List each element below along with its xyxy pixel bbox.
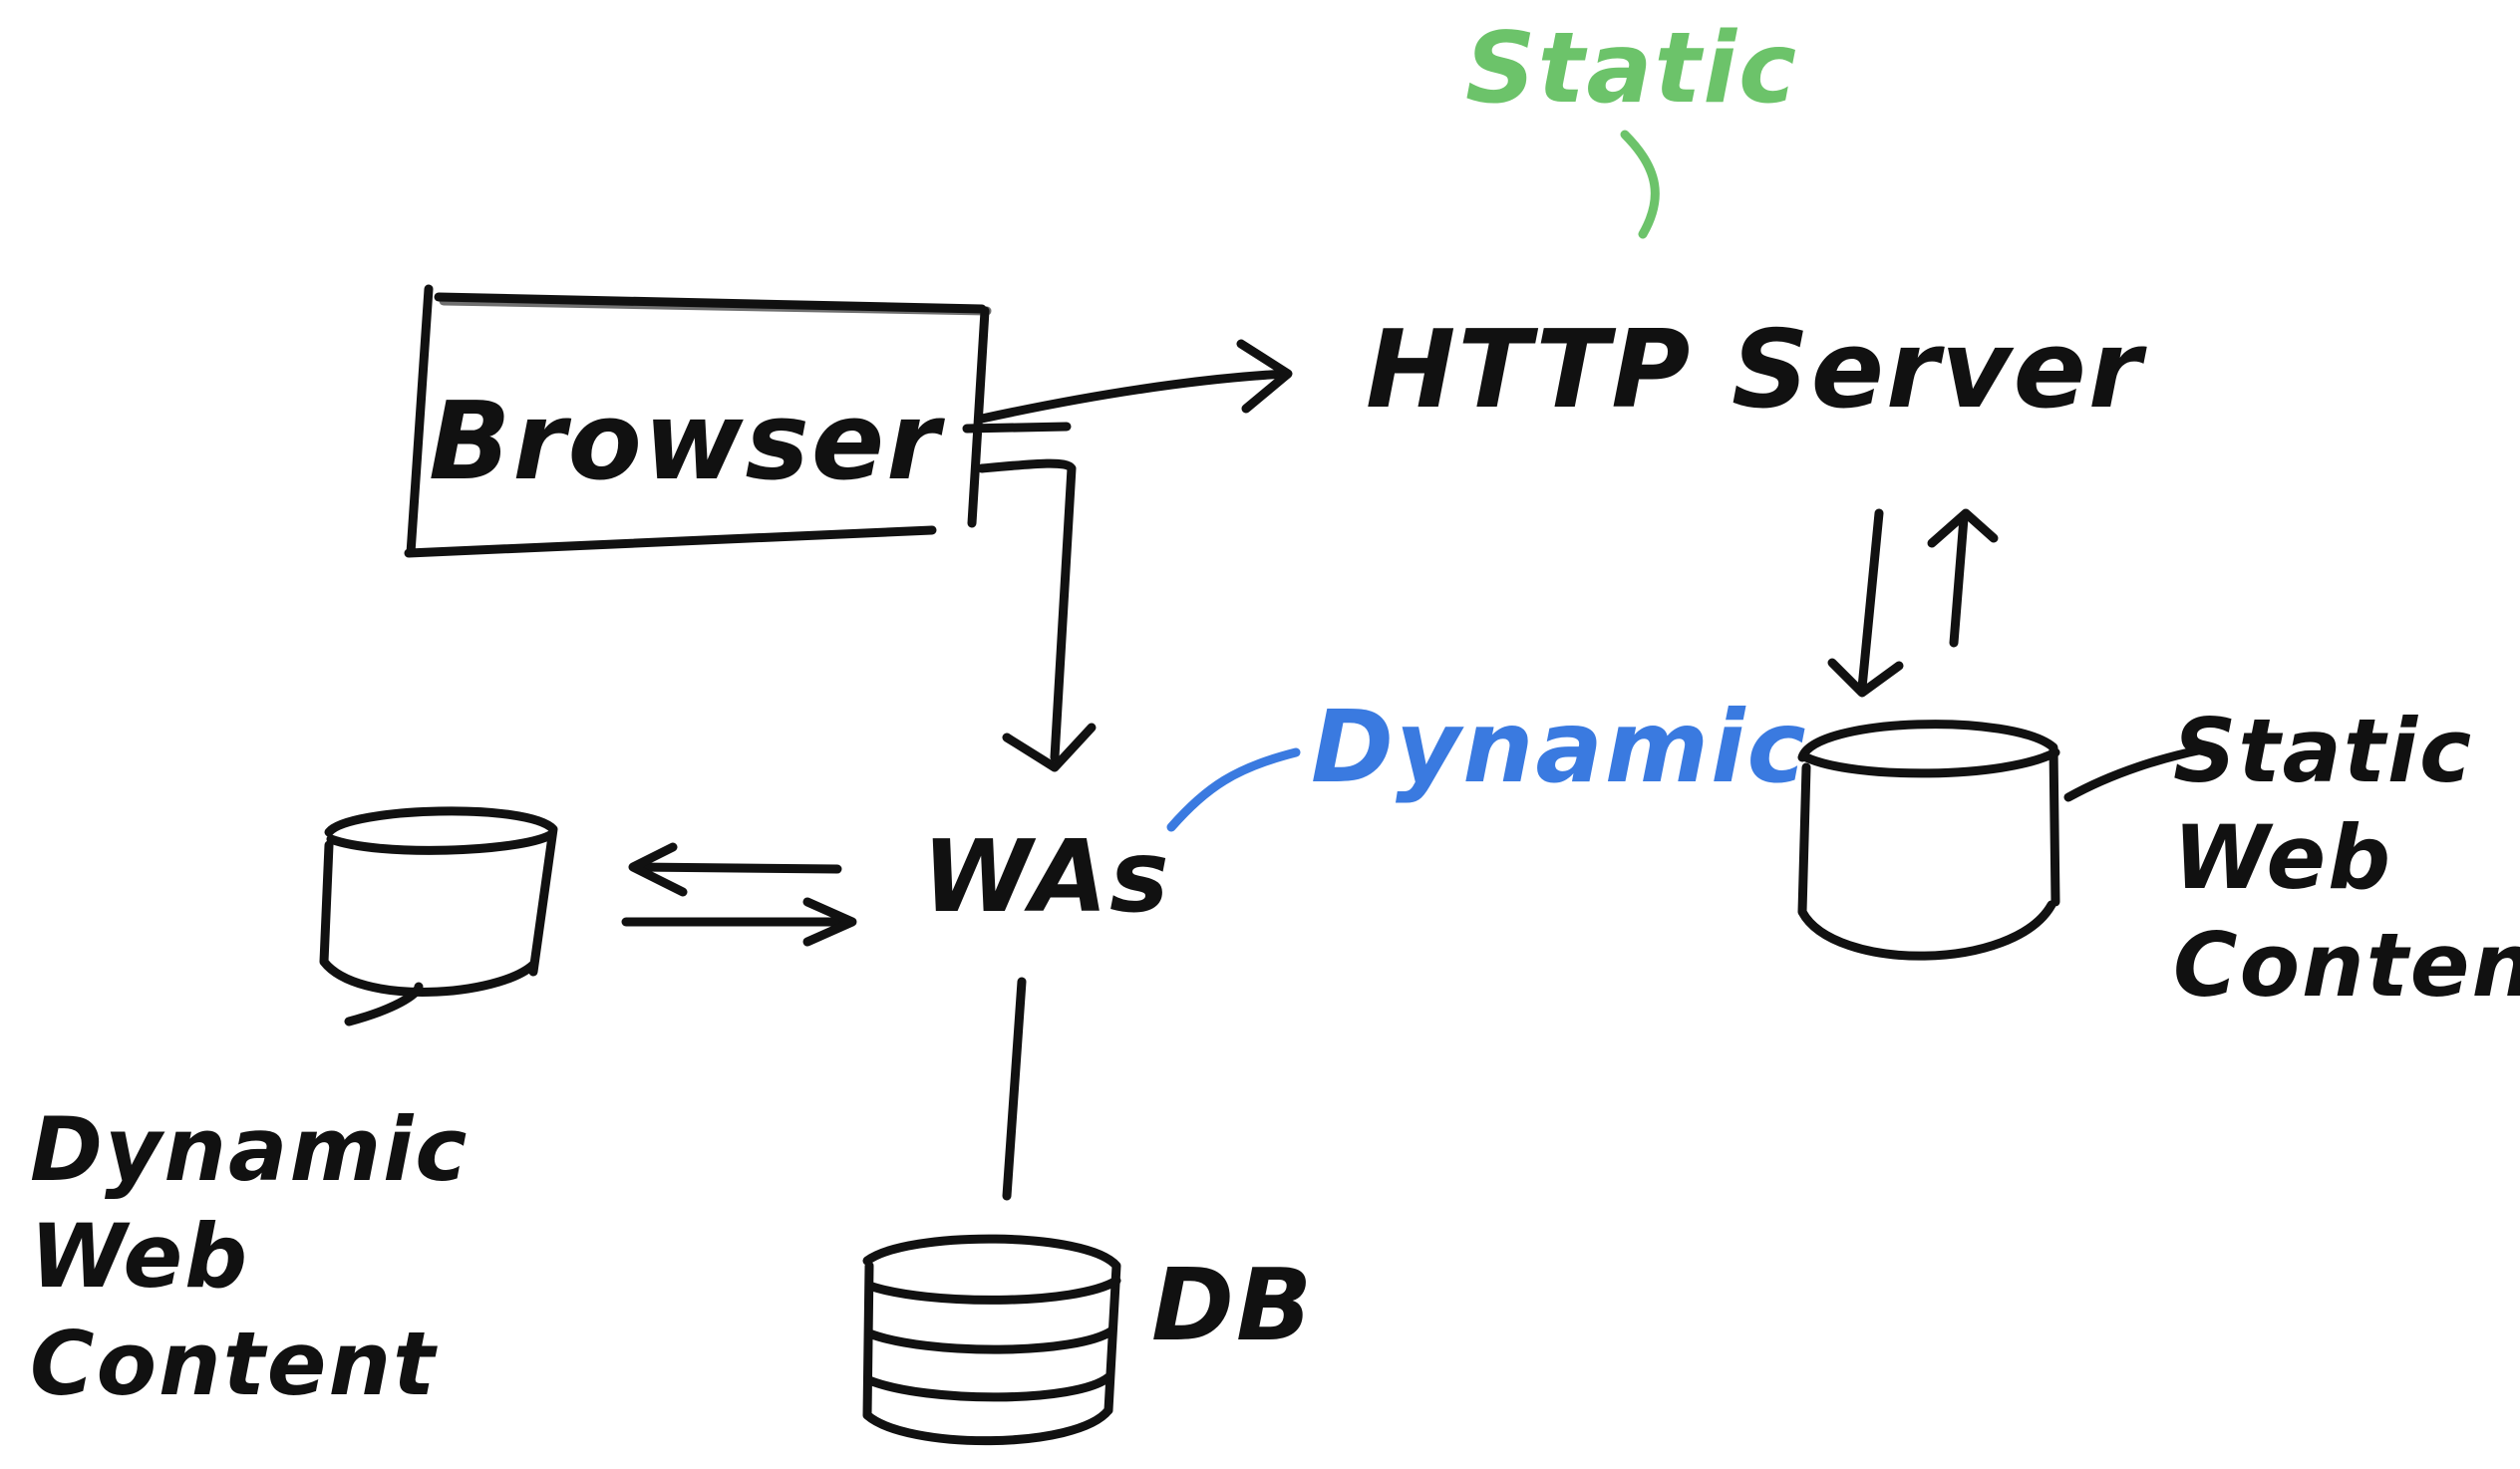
static-storage-cylinder — [1797, 720, 2208, 961]
arrows-storage-was — [621, 842, 857, 947]
dynamic-web-content-line-2: Web — [30, 1205, 250, 1309]
dynamic-web-content-line-1: Dynamic — [30, 1098, 470, 1201]
was-db-line — [1002, 977, 1027, 1201]
static-top-label: Static — [1465, 12, 1799, 126]
browser-box — [404, 284, 1072, 558]
dynamic-storage-cylinder — [319, 806, 558, 1027]
arrow-browser-to-http — [977, 339, 1293, 424]
db-cylinder — [862, 1234, 1121, 1446]
dynamic-label: Dynamic — [1311, 689, 1808, 805]
static-web-content-line-3: Content — [2173, 913, 2520, 1017]
dynamic-connector — [1166, 747, 1301, 832]
dynamic-web-content-line-3: Content — [30, 1312, 438, 1415]
browser-label: Browser — [429, 380, 942, 504]
dynamic-web-content-label: Dynamic Web Content — [30, 1096, 469, 1417]
db-label: DB — [1151, 1247, 1315, 1363]
static-web-content-line-2: Web — [2173, 806, 2393, 910]
static-web-content-line-1: Static — [2173, 700, 2474, 802]
http-server-label: HTTP Server — [1366, 308, 2144, 433]
was-label: WAs — [922, 818, 1171, 935]
static-connector — [1620, 130, 1660, 239]
static-web-content-label: Static Web Content — [2173, 698, 2520, 1019]
arrow-browser-to-was — [977, 458, 1097, 772]
arrows-http-static-storage — [1827, 508, 1999, 698]
